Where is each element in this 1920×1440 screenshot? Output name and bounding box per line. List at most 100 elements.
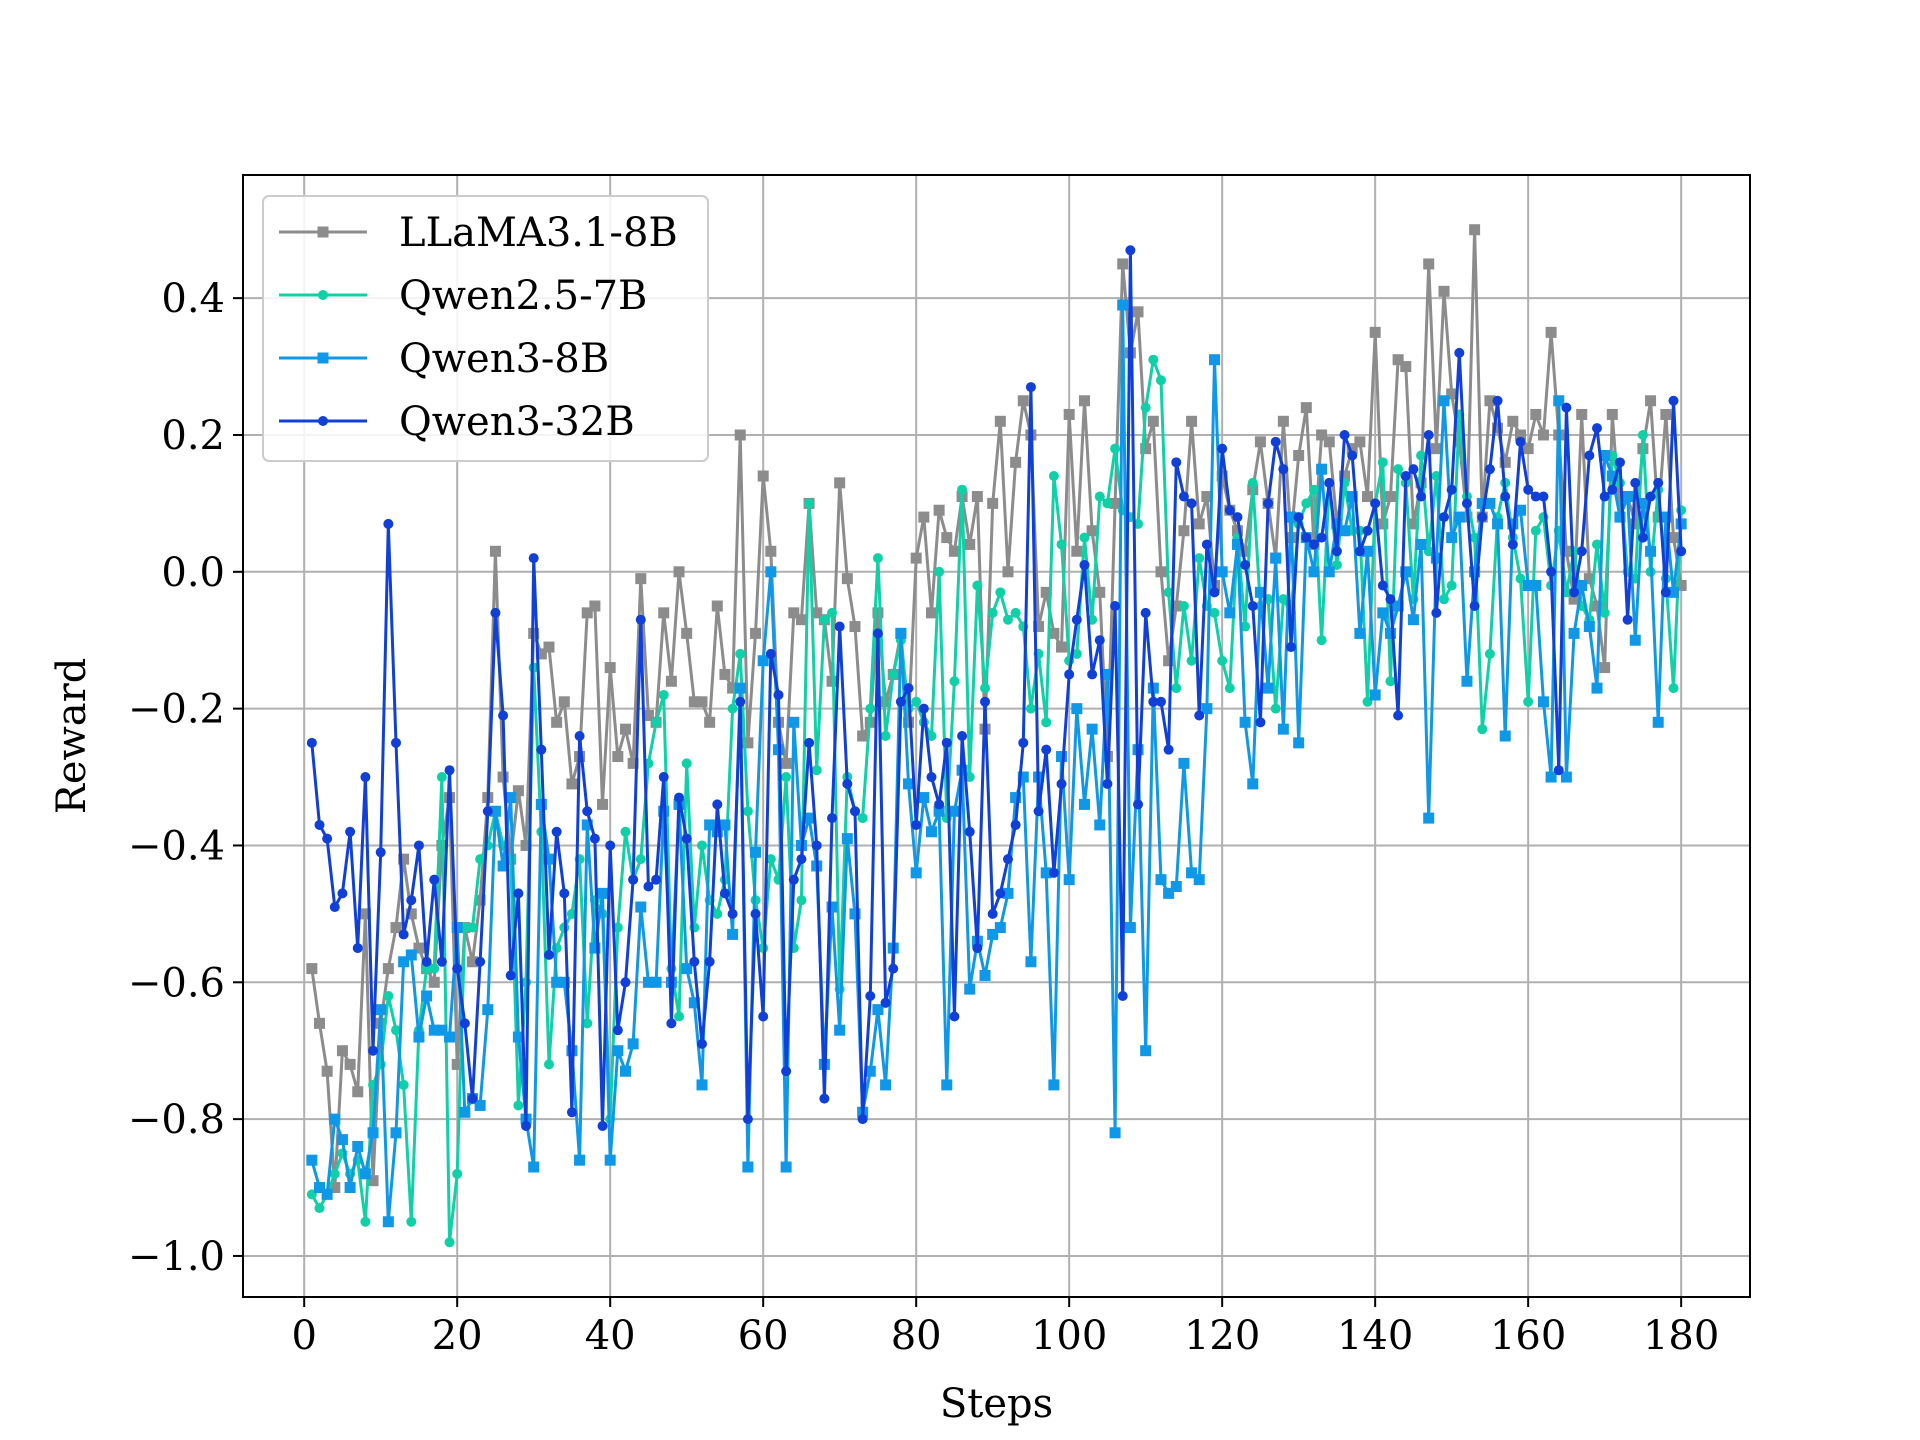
data-point <box>987 497 999 509</box>
data-point <box>589 600 601 612</box>
data-point <box>681 963 693 975</box>
data-point <box>727 928 739 940</box>
data-point <box>313 1017 325 1029</box>
data-point <box>826 901 838 913</box>
data-point <box>1324 477 1335 488</box>
data-point <box>1025 956 1037 968</box>
data-point <box>1002 614 1013 625</box>
data-point <box>1247 778 1259 790</box>
data-point <box>1469 224 1481 236</box>
data-point <box>1476 497 1488 509</box>
data-point <box>1553 395 1565 407</box>
x-tick-label: 60 <box>738 1313 789 1359</box>
data-point <box>948 805 960 817</box>
data-point <box>849 806 860 817</box>
data-point <box>681 627 693 639</box>
data-point <box>1124 922 1136 934</box>
data-point <box>957 484 968 495</box>
data-point <box>474 1099 486 1111</box>
data-point <box>742 1114 753 1125</box>
data-point <box>413 1031 425 1043</box>
data-point <box>1078 395 1090 407</box>
data-point <box>1392 354 1404 366</box>
data-point <box>1537 696 1549 708</box>
data-point <box>1469 566 1481 578</box>
data-point <box>489 805 501 817</box>
data-point <box>1446 388 1458 400</box>
x-tick-label: 160 <box>1490 1313 1566 1359</box>
data-point <box>1369 689 1381 701</box>
data-point <box>1416 450 1427 461</box>
data-point <box>1369 326 1381 338</box>
data-point <box>1125 245 1136 256</box>
data-point <box>827 607 838 618</box>
data-point <box>1277 723 1289 735</box>
data-point <box>1660 511 1672 523</box>
data-point <box>796 854 807 865</box>
data-point <box>1041 744 1052 755</box>
data-point <box>926 731 937 741</box>
data-point <box>1217 655 1228 666</box>
data-point <box>1040 867 1052 879</box>
data-point <box>872 553 883 564</box>
data-point <box>1224 505 1235 516</box>
data-point <box>318 416 328 426</box>
data-point <box>903 683 914 694</box>
data-point <box>1645 491 1656 502</box>
data-point <box>1300 402 1312 414</box>
data-point <box>811 607 823 619</box>
data-point <box>1270 552 1282 564</box>
data-point <box>1561 402 1572 413</box>
data-point <box>1017 395 1029 407</box>
data-point <box>551 826 562 837</box>
data-point <box>352 943 363 954</box>
data-point <box>1308 566 1320 578</box>
data-point <box>765 854 776 865</box>
data-point <box>1132 306 1144 318</box>
data-point <box>329 1168 340 1179</box>
data-point <box>727 908 738 919</box>
data-point <box>1240 559 1251 570</box>
data-point <box>1530 579 1542 591</box>
data-point <box>1033 621 1045 633</box>
data-point <box>321 1188 333 1200</box>
data-point <box>865 703 876 714</box>
data-point <box>1178 601 1189 612</box>
data-point <box>1637 429 1648 440</box>
data-point <box>498 710 509 721</box>
data-point <box>933 805 945 817</box>
data-point <box>1629 634 1641 646</box>
data-point <box>1668 683 1679 694</box>
data-point <box>1614 457 1625 468</box>
data-point <box>336 1045 348 1057</box>
data-point <box>971 491 983 503</box>
data-point <box>1254 436 1266 448</box>
data-point <box>635 614 646 625</box>
data-point <box>528 1161 540 1173</box>
data-point <box>318 290 328 300</box>
data-point <box>834 1024 846 1036</box>
data-point <box>398 853 410 865</box>
x-tick-label: 120 <box>1184 1313 1260 1359</box>
data-point <box>582 1018 593 1029</box>
data-point <box>750 627 762 639</box>
data-point <box>467 1093 478 1104</box>
data-point <box>857 730 869 742</box>
data-point <box>1140 1045 1152 1057</box>
data-point <box>696 696 708 708</box>
data-point <box>429 874 440 885</box>
data-point <box>864 1065 876 1077</box>
data-point <box>428 1024 440 1036</box>
data-point <box>1308 484 1319 495</box>
data-point <box>765 545 777 557</box>
data-point <box>1522 579 1534 591</box>
data-point <box>1377 607 1389 619</box>
data-point <box>1553 765 1564 776</box>
data-point <box>964 983 976 995</box>
data-point <box>1392 600 1404 612</box>
data-point <box>1209 607 1220 618</box>
y-tick-label: −0.4 <box>128 823 225 869</box>
data-point <box>1385 594 1396 605</box>
data-point <box>727 682 739 694</box>
